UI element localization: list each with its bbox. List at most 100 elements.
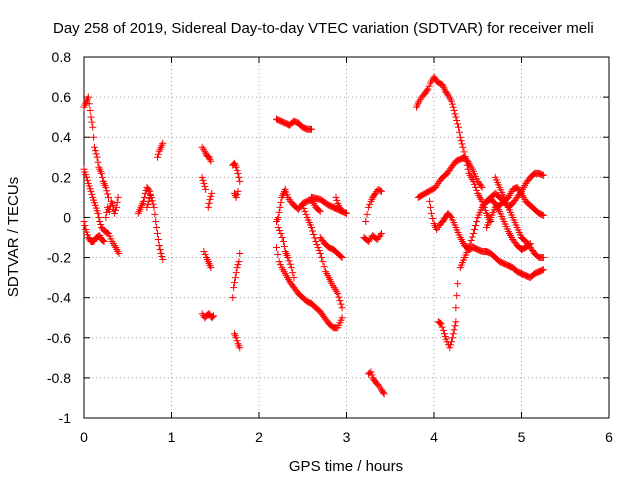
data-point — [87, 113, 95, 121]
data-point — [113, 198, 121, 206]
data-point — [91, 147, 99, 155]
data-point — [337, 253, 345, 261]
data-point — [84, 93, 92, 101]
data-point — [456, 133, 464, 141]
data-point — [539, 171, 547, 179]
y-axis-label: SDTVAR / TECUs — [5, 177, 22, 297]
data-point — [453, 117, 461, 125]
data-markers — [80, 73, 547, 398]
data-point — [450, 326, 458, 334]
data-point — [366, 200, 374, 208]
data-point — [229, 294, 237, 302]
data-point — [538, 266, 546, 274]
data-point — [477, 182, 485, 190]
data-point — [311, 234, 319, 242]
data-point — [451, 110, 459, 118]
y-tick-label: -0.6 — [47, 330, 71, 346]
data-point — [460, 148, 468, 156]
data-point — [309, 227, 317, 235]
data-point — [286, 260, 294, 268]
data-point — [289, 269, 297, 277]
data-point — [315, 247, 323, 255]
data-point — [426, 197, 434, 205]
data-point — [105, 193, 112, 201]
data-point — [446, 212, 454, 220]
data-point — [236, 250, 244, 258]
data-point — [231, 279, 238, 287]
data-point — [379, 389, 387, 397]
data-point — [233, 337, 241, 345]
data-point — [285, 257, 293, 265]
data-point — [455, 128, 463, 136]
data-point — [468, 233, 476, 241]
y-tick-label: 0.4 — [52, 129, 72, 145]
x-tick-label: 0 — [80, 429, 88, 445]
data-point — [232, 163, 240, 171]
data-point — [105, 207, 113, 215]
data-point — [364, 203, 372, 211]
data-point — [284, 254, 292, 262]
data-point — [234, 169, 242, 177]
data-point — [104, 190, 112, 198]
data-point — [235, 173, 243, 181]
data-point — [458, 140, 466, 148]
data-point — [438, 323, 446, 331]
data-point — [274, 251, 282, 259]
data-point — [446, 344, 454, 352]
data-point — [362, 217, 370, 225]
data-point — [466, 240, 474, 248]
data-point — [232, 269, 240, 277]
data-point — [472, 183, 480, 191]
y-tick-label: -0.4 — [47, 290, 71, 306]
x-tick-label: 5 — [518, 429, 526, 445]
data-point — [140, 193, 148, 201]
data-point — [467, 237, 475, 245]
data-point — [88, 118, 96, 126]
data-point — [424, 85, 432, 93]
data-point — [102, 183, 110, 191]
data-point — [201, 251, 209, 259]
data-point — [473, 186, 481, 194]
data-point — [207, 264, 215, 272]
data-point — [332, 193, 340, 201]
data-point — [308, 125, 315, 133]
data-point — [205, 199, 213, 207]
data-point — [98, 173, 106, 181]
data-point — [81, 221, 89, 229]
data-point — [300, 204, 308, 212]
data-point — [335, 293, 343, 301]
data-point — [145, 197, 153, 205]
data-point — [290, 274, 298, 282]
data-point — [472, 221, 480, 229]
x-tick-label: 4 — [430, 429, 438, 445]
data-point — [154, 153, 161, 161]
data-point — [146, 187, 154, 195]
data-point — [152, 217, 160, 225]
data-point — [233, 190, 241, 198]
data-point — [278, 234, 286, 241]
data-point — [452, 318, 460, 326]
data-point — [115, 250, 123, 258]
data-point — [333, 196, 341, 204]
data-point — [231, 274, 239, 282]
data-point — [158, 253, 166, 261]
data-point — [429, 214, 437, 222]
data-point — [200, 248, 208, 256]
data-point — [100, 238, 108, 246]
data-point — [209, 313, 217, 321]
data-point — [277, 229, 285, 237]
data-point — [235, 258, 243, 266]
data-point — [150, 203, 158, 211]
data-point — [157, 250, 165, 258]
data-point — [314, 244, 322, 252]
data-point — [145, 186, 153, 194]
data-point — [210, 312, 217, 320]
data-point — [427, 209, 435, 217]
data-point — [449, 330, 457, 338]
data-point — [153, 223, 161, 231]
data-point — [273, 244, 280, 252]
data-point — [538, 211, 546, 219]
y-tick-label: -1 — [59, 410, 72, 426]
data-point — [199, 176, 207, 184]
